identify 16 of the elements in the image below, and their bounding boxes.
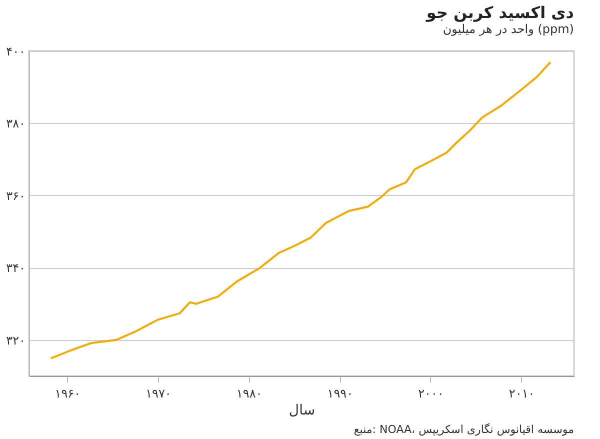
x-axis-title: سال (288, 402, 316, 418)
y-tick-label: ۳۸۰ (6, 116, 26, 131)
x-tick-label: ۱۹۸۰ (236, 386, 262, 400)
y-tick-label: ۳۲۰ (6, 333, 26, 348)
y-tick-label: ۳۴۰ (6, 261, 26, 276)
x-tick-label: ۱۹۷۰ (146, 386, 172, 400)
line-series (50, 61, 552, 360)
chart-subtitle: واحد در هر میلیون (ppm) (442, 22, 574, 36)
x-tick-label: ۱۹۹۰ (327, 386, 354, 400)
y-tick-label: ۴۰۰ (6, 44, 26, 58)
x-tick-label: ۲۰۱۰ (508, 386, 535, 400)
chart-title: دی اکسید کربن جو (425, 3, 574, 22)
y-tick-label: ۳۶۰ (6, 188, 26, 203)
text: منبع: NOAA، موسسه اقیانوس نگاری اسکریپس (354, 423, 574, 436)
x-tick-label: ۱۹۶۰ (54, 386, 81, 400)
x-tick-label: ۲۰۰۰ (418, 386, 444, 400)
